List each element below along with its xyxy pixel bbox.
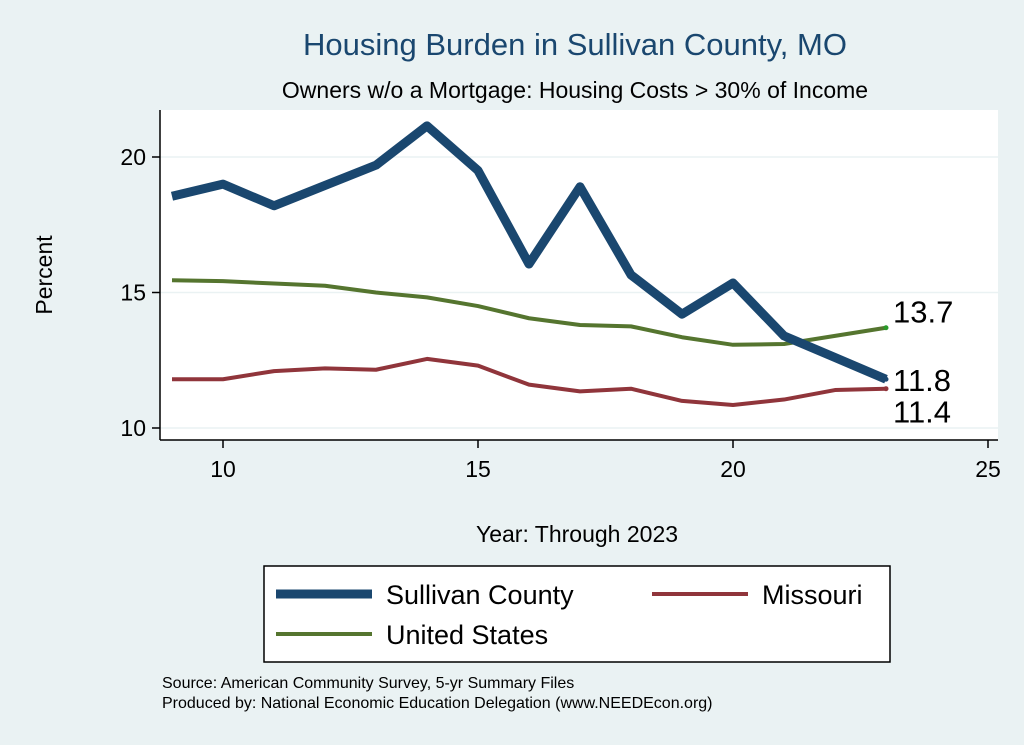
plot-area <box>160 110 998 440</box>
end-point-marker <box>883 325 889 331</box>
series-line-sullivan-county <box>170 121 888 384</box>
x-tick-label: 25 <box>975 456 1001 482</box>
x-tick-label: 15 <box>465 456 491 482</box>
x-tick-label: 20 <box>720 456 746 482</box>
end-point-marker <box>883 376 889 382</box>
legend-label: United States <box>386 620 548 650</box>
source-note: Source: American Community Survey, 5-yr … <box>162 675 574 692</box>
legend-item: Missouri <box>652 580 863 610</box>
x-tick-label: 10 <box>210 456 236 482</box>
legend-label: Missouri <box>762 580 863 610</box>
legend-item: United States <box>276 620 548 650</box>
y-tick-label: 20 <box>120 144 146 170</box>
series-line-missouri <box>172 356 887 407</box>
y-axis-label: Percent <box>31 235 57 315</box>
end-value-label: 13.7 <box>893 295 953 330</box>
producer-note: Produced by: National Economic Education… <box>162 695 713 712</box>
legend-label: Sullivan County <box>386 580 574 610</box>
x-axis-label: Year: Through 2023 <box>476 521 678 547</box>
chart-subtitle: Owners w/o a Mortgage: Housing Costs > 3… <box>282 77 868 103</box>
legend-box <box>263 565 891 663</box>
end-value-label: 11.8 <box>893 363 951 398</box>
chart-title: Housing Burden in Sullivan County, MO <box>303 27 847 62</box>
end-point-marker <box>883 386 889 392</box>
y-tick-label: 10 <box>120 415 146 441</box>
end-value-label: 11.4 <box>893 395 951 430</box>
series-line-united-states <box>171 278 887 347</box>
legend-item: Sullivan County <box>276 580 574 610</box>
y-tick-label: 15 <box>120 280 146 306</box>
